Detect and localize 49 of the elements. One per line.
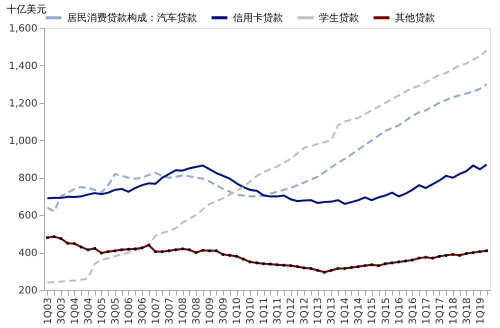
legend-label: 其他贷款 [395,12,435,24]
y-tick-label: 1,000 [8,136,38,147]
x-tick-label: 3Q11 [272,298,284,324]
x-tick-label: 3Q15 [380,298,392,324]
x-tick-label: 3Q07 [164,298,176,324]
x-tick-label: 1Q13 [313,298,324,324]
x-tick-label: 1Q08 [178,298,190,324]
x-tick-label: 3Q08 [192,298,203,324]
y-tick-label: 800 [18,173,38,184]
x-tick-label: 1Q14 [340,298,352,324]
y-axis-title: 十亿美元 [6,4,46,16]
x-tick-label: 1Q03 [42,298,54,324]
legend-label: 学生贷款 [319,12,359,24]
x-tick-label: 1Q05 [96,298,108,324]
x-tick-label: 1Q09 [205,298,216,324]
y-tick-label: 400 [18,248,38,260]
line-series [46,49,488,284]
x-tick-label: 1Q04 [70,298,81,324]
x-tick-label: 1Q12 [286,298,298,324]
x-tick-label: 3Q16 [408,298,419,324]
x-tick-label: 3Q03 [56,298,68,324]
y-tick-label: 200 [18,286,38,296]
x-tick-label: 1Q19 [475,298,486,324]
x-tick-label: 3Q04 [83,298,94,324]
x-tick-label: 3Q09 [218,298,230,324]
x-tick-label: 3Q13 [326,298,338,324]
x-tick-label: 1Q07 [151,298,162,324]
x-tick-label: 1Q15 [367,298,378,324]
y-tick-label: 1,400 [8,60,38,72]
line-series [46,83,488,212]
x-tick-label: 1Q10 [232,298,244,324]
x-tick-label: 3Q14 [354,298,365,324]
x-tick-label: 1Q18 [448,298,460,324]
x-tick-label: 3Q18 [462,298,473,324]
x-tick-label: 1Q17 [421,298,432,324]
x-tick-label: 3Q17 [434,298,446,324]
x-tick-label: 1Q11 [259,298,270,324]
legend-label: 居民消费贷款构成：汽车贷款 [67,12,197,24]
x-tick-label: 3Q12 [300,298,311,324]
y-tick-label: 1,200 [8,98,38,110]
line-series [46,164,488,205]
x-tick-label: 1Q06 [124,298,135,324]
x-tick-label: 3Q05 [110,298,122,324]
y-tick-label: 1,600 [8,24,38,34]
x-tick-label: 3Q06 [137,298,148,324]
x-tick-label: 1Q16 [394,298,406,324]
legend-label: 信用卡贷款 [233,12,283,24]
y-tick-label: 600 [18,210,38,222]
x-tick-label: 3Q10 [246,298,257,324]
